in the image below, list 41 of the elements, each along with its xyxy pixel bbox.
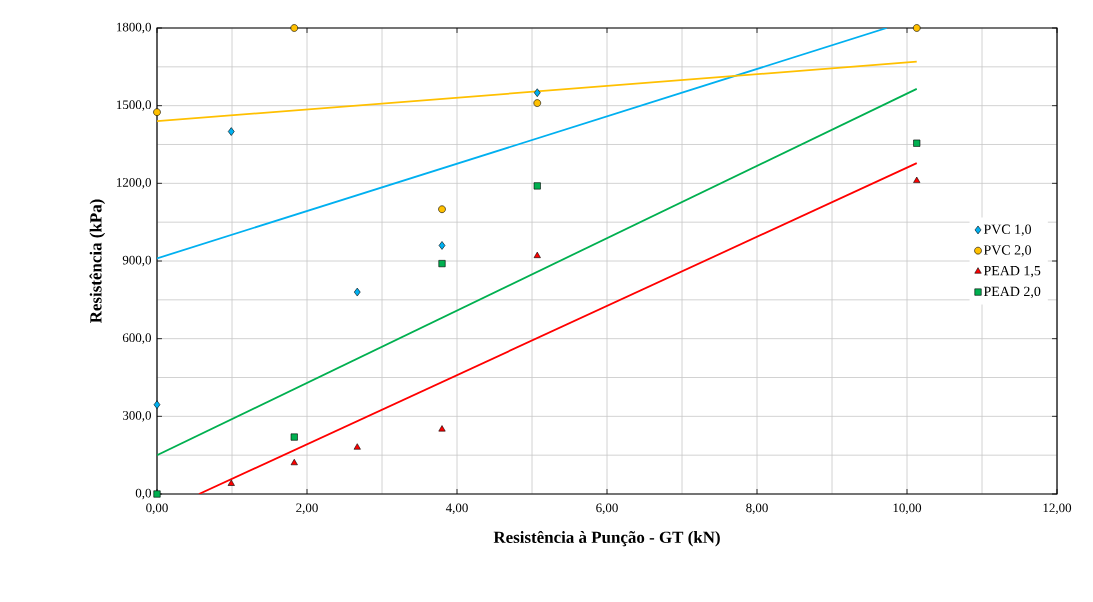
point: [438, 260, 446, 268]
point: [438, 241, 446, 250]
point: [290, 458, 298, 466]
y-tick-label: 1800,0: [117, 22, 151, 34]
legend-label: PVC 1,0: [983, 224, 1032, 236]
point: [912, 24, 921, 32]
point: [438, 425, 446, 432]
point: [153, 490, 161, 498]
x-tick-label: 8,00: [746, 503, 768, 515]
x-tick-label: 12,00: [1043, 503, 1072, 515]
point: [533, 88, 541, 97]
point: [227, 127, 235, 136]
point: [227, 479, 235, 486]
x-tick-label: 4,00: [445, 503, 468, 515]
y-tick-label: 1500,0: [117, 100, 151, 111]
legend-label: PEAD 1,5: [983, 266, 1041, 278]
point: [913, 139, 921, 147]
point: [290, 24, 299, 32]
y-tick-label: 1200,0: [117, 178, 151, 189]
x-tick-label: 2,00: [296, 503, 318, 515]
y-tick-label: 300,0: [122, 411, 151, 422]
y-tick-label: 600,0: [122, 333, 151, 344]
y-tick-label: 900,0: [122, 255, 151, 267]
point: [290, 433, 298, 441]
point: [533, 251, 541, 258]
point: [533, 182, 541, 190]
point: [153, 400, 161, 409]
y-axis-title: Resistência (kPa): [89, 199, 106, 324]
point: [913, 176, 921, 183]
x-axis-title: Resistência à Punção - GT (kN): [493, 530, 720, 547]
point: [533, 99, 542, 107]
y-tick-label: 0,0: [135, 488, 151, 500]
point: [353, 287, 361, 297]
x-tick-label: 6,00: [596, 503, 618, 515]
point: [353, 443, 361, 450]
legend-label: PEAD 2,0: [983, 286, 1041, 299]
x-tick-label: 10,00: [893, 503, 922, 515]
point: [153, 108, 161, 116]
point: [438, 205, 446, 214]
x-tick-label: 0,00: [146, 503, 168, 515]
legend-label: PVC 2,0: [983, 245, 1032, 257]
